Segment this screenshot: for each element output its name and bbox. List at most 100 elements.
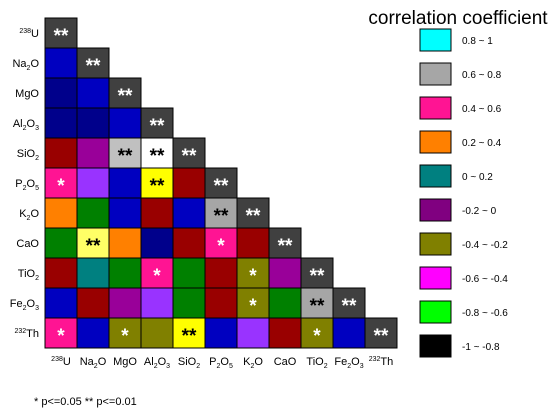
heatmap-cell: [76, 197, 110, 229]
significance-mark: **: [54, 26, 69, 47]
row-label: SiO2: [17, 148, 39, 162]
legend-label: 0 ~ 0.2: [462, 172, 493, 183]
significance-mark: **: [310, 266, 325, 287]
heatmap-cell: [300, 257, 334, 289]
heatmap-cell: [236, 227, 270, 259]
significance-mark: **: [214, 206, 229, 227]
heatmap-cell: [44, 227, 78, 259]
legend-label: -0.6 ~ -0.4: [462, 274, 508, 285]
significance-mark: **: [150, 176, 165, 197]
column-label: 232Th: [369, 356, 394, 368]
column-label: Al2O3: [144, 356, 170, 370]
heatmap-cell: [236, 197, 270, 229]
heatmap-cell: [76, 137, 110, 169]
significance-mark: *: [57, 176, 65, 197]
significance-mark: **: [150, 146, 165, 167]
heatmap-cell: [236, 317, 270, 349]
legend-swatch: [419, 96, 452, 120]
heatmap-cell: [76, 257, 110, 289]
legend-label: 0.2 ~ 0.4: [462, 138, 502, 149]
heatmap-cell: [140, 107, 174, 139]
row-label: P2O5: [15, 178, 39, 192]
legend-swatch: [419, 130, 452, 154]
heatmap-cell: [44, 137, 78, 169]
significance-note: * p<=0.05 ** p<=0.01: [34, 396, 137, 408]
significance-mark: **: [118, 86, 133, 107]
significance-mark: **: [342, 296, 357, 317]
legend-label: -1 ~ -0.8: [462, 342, 500, 353]
heatmap-cell: [300, 317, 334, 349]
heatmap-cell: [76, 167, 110, 199]
significance-mark: *: [153, 266, 161, 287]
heatmap-cell: [44, 317, 78, 349]
row-label: 238U: [19, 28, 39, 40]
heatmap-cell: [236, 287, 270, 319]
row-label: Fe2O3: [10, 298, 39, 312]
heatmap-cell: [268, 317, 302, 349]
heatmap-cell: [44, 167, 78, 199]
heatmap-cell: [236, 257, 270, 289]
row-label: K2O: [19, 208, 39, 222]
heatmap-cell: [140, 317, 174, 349]
heatmap-cell: [76, 287, 110, 319]
heatmap-cell: [108, 227, 142, 259]
significance-mark: *: [249, 296, 257, 317]
row-label: 232Th: [14, 328, 39, 340]
heatmap-cell: [108, 317, 142, 349]
column-label: K2O: [243, 356, 263, 370]
heatmap-cell: [204, 317, 238, 349]
row-label: MgO: [15, 88, 39, 100]
heatmap-cell: [108, 287, 142, 319]
heatmap-cell: [204, 167, 238, 199]
row-labels: 238U Na2O MgO Al2O3 SiO2 P2O5 K2O CaO TiO2 Fe2O3 2…: [10, 28, 40, 340]
heatmap-cell: [140, 287, 174, 319]
significance-mark: *: [57, 326, 65, 347]
legend-swatch: [419, 28, 452, 52]
row-label: Al2O3: [13, 118, 39, 132]
heatmap-cell: [300, 287, 334, 319]
legend-swatch: [419, 334, 452, 358]
heatmap-cell: [108, 107, 142, 139]
heatmap-cell: [172, 227, 206, 259]
heatmap-cell: [364, 317, 398, 349]
heatmap-cell: [76, 317, 110, 349]
heatmap-cell: [204, 227, 238, 259]
heatmap-cell: [44, 47, 78, 79]
legend: 0.8 ~ 1 0.6 ~ 0.8 0.4 ~ 0.6 0.2 ~ 0.4 0 ~ 0.…: [419, 28, 508, 358]
heatmap-cell: [172, 287, 206, 319]
legend-label: -0.8 ~ -0.6: [462, 308, 508, 319]
heatmap-cell: [204, 287, 238, 319]
heatmap-cell: [204, 257, 238, 289]
heatmap-cells: ********** ** *** ** **** **** * *** * *** ** *** * *…: [44, 17, 398, 349]
heatmap-cell: [76, 47, 110, 79]
heatmap-cell: [140, 227, 174, 259]
legend-swatch: [419, 62, 452, 86]
heatmap-cell: [140, 197, 174, 229]
legend-label: -0.4 ~ -0.2: [462, 240, 508, 251]
heatmap-cell: [44, 107, 78, 139]
column-label: SiO2: [178, 356, 200, 370]
legend-swatch: [419, 164, 452, 188]
heatmap-cell: [268, 257, 302, 289]
legend-swatch: [419, 198, 452, 222]
significance-mark: **: [182, 146, 197, 167]
legend-swatch: [419, 300, 452, 324]
heatmap-cell: [332, 287, 366, 319]
legend-label: 0.8 ~ 1: [462, 36, 493, 47]
column-label: TiO2: [306, 356, 327, 370]
legend-swatch: [419, 266, 452, 290]
row-label: Na2O: [12, 58, 39, 72]
heatmap-cell: [44, 77, 78, 109]
row-label: CaO: [16, 238, 39, 250]
significance-mark: *: [313, 326, 321, 347]
chart-title: correlation coefficient: [368, 8, 548, 29]
significance-mark: **: [86, 56, 101, 77]
heatmap-cell: [332, 317, 366, 349]
heatmap-cell: [108, 167, 142, 199]
column-label: P2O5: [209, 356, 233, 370]
column-labels: 238U Na2O MgO Al2O3 SiO2 P2O5 K2O CaO TiO2 Fe2O3 2…: [51, 356, 393, 370]
column-label: Na2O: [80, 356, 107, 370]
heatmap-cell: [76, 107, 110, 139]
legend-label: -0.2 ~ 0: [462, 206, 497, 217]
